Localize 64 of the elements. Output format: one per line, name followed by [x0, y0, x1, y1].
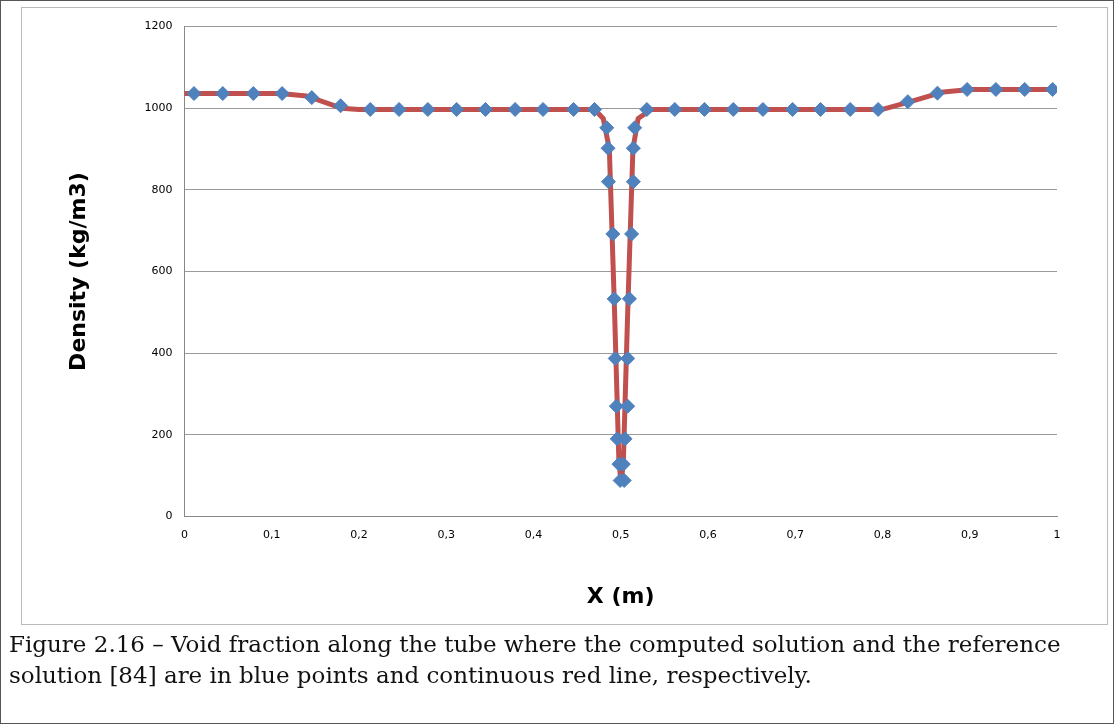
point	[785, 101, 801, 117]
y-tick-label: 1200	[144, 19, 173, 33]
point	[725, 101, 741, 117]
point	[274, 86, 290, 102]
y-tick-label: 0	[165, 509, 173, 523]
point	[333, 98, 349, 114]
point	[215, 86, 231, 102]
point	[842, 101, 858, 117]
y-tick-label: 200	[151, 427, 173, 441]
point	[625, 174, 641, 190]
point	[696, 101, 712, 117]
point	[600, 140, 616, 156]
y-tick-label: 400	[151, 345, 173, 359]
point	[186, 86, 202, 102]
x-tick-label: 0	[180, 527, 188, 541]
caption: Figure 2.16 – Void fraction along the tube where the computed solution and the reference solution [84] are in blue points and continuous red line, respectively.	[9, 630, 1062, 690]
x-tick-label: 0,7	[786, 527, 804, 541]
point	[599, 120, 615, 136]
y-axis-title: Density (kg/m3)	[64, 172, 90, 371]
point	[1017, 81, 1033, 97]
point	[627, 120, 643, 136]
point	[608, 398, 624, 414]
point	[477, 101, 493, 117]
point	[535, 101, 551, 117]
point	[959, 81, 975, 97]
point	[507, 101, 523, 117]
point	[391, 101, 407, 117]
point	[620, 350, 636, 366]
point	[606, 291, 622, 307]
x-tick-label: 0,6	[699, 527, 717, 541]
x-tick-label: 0,9	[960, 527, 979, 541]
point	[620, 398, 636, 414]
point	[449, 101, 465, 117]
point	[362, 101, 378, 117]
point	[600, 174, 616, 190]
x-tick-label: 0,4	[524, 527, 543, 541]
point	[625, 140, 641, 156]
x-axis-title: X (m)	[586, 582, 655, 608]
point	[607, 350, 623, 366]
point	[870, 101, 886, 117]
x-tick-label: 0,1	[262, 527, 281, 541]
point	[929, 85, 945, 101]
point	[420, 101, 436, 117]
point	[621, 291, 637, 307]
x-tick-label: 0,8	[873, 527, 892, 541]
x-tick-label: 0,5	[611, 527, 630, 541]
y-tick-label: 800	[151, 182, 173, 196]
x-tick-label: 1	[1053, 527, 1061, 541]
point	[587, 101, 603, 117]
point	[245, 86, 261, 102]
point	[605, 226, 621, 242]
point	[988, 81, 1004, 97]
point	[624, 226, 640, 242]
y-tick-label: 600	[151, 264, 173, 278]
point	[304, 90, 320, 106]
point	[639, 101, 655, 117]
x-tick-label: 0,3	[437, 527, 455, 541]
point	[900, 94, 916, 110]
x-tick-label: 0,2	[350, 527, 368, 541]
point	[755, 101, 771, 117]
point	[667, 101, 683, 117]
y-tick-label: 1000	[144, 101, 173, 115]
point	[566, 101, 582, 117]
point	[813, 101, 829, 117]
